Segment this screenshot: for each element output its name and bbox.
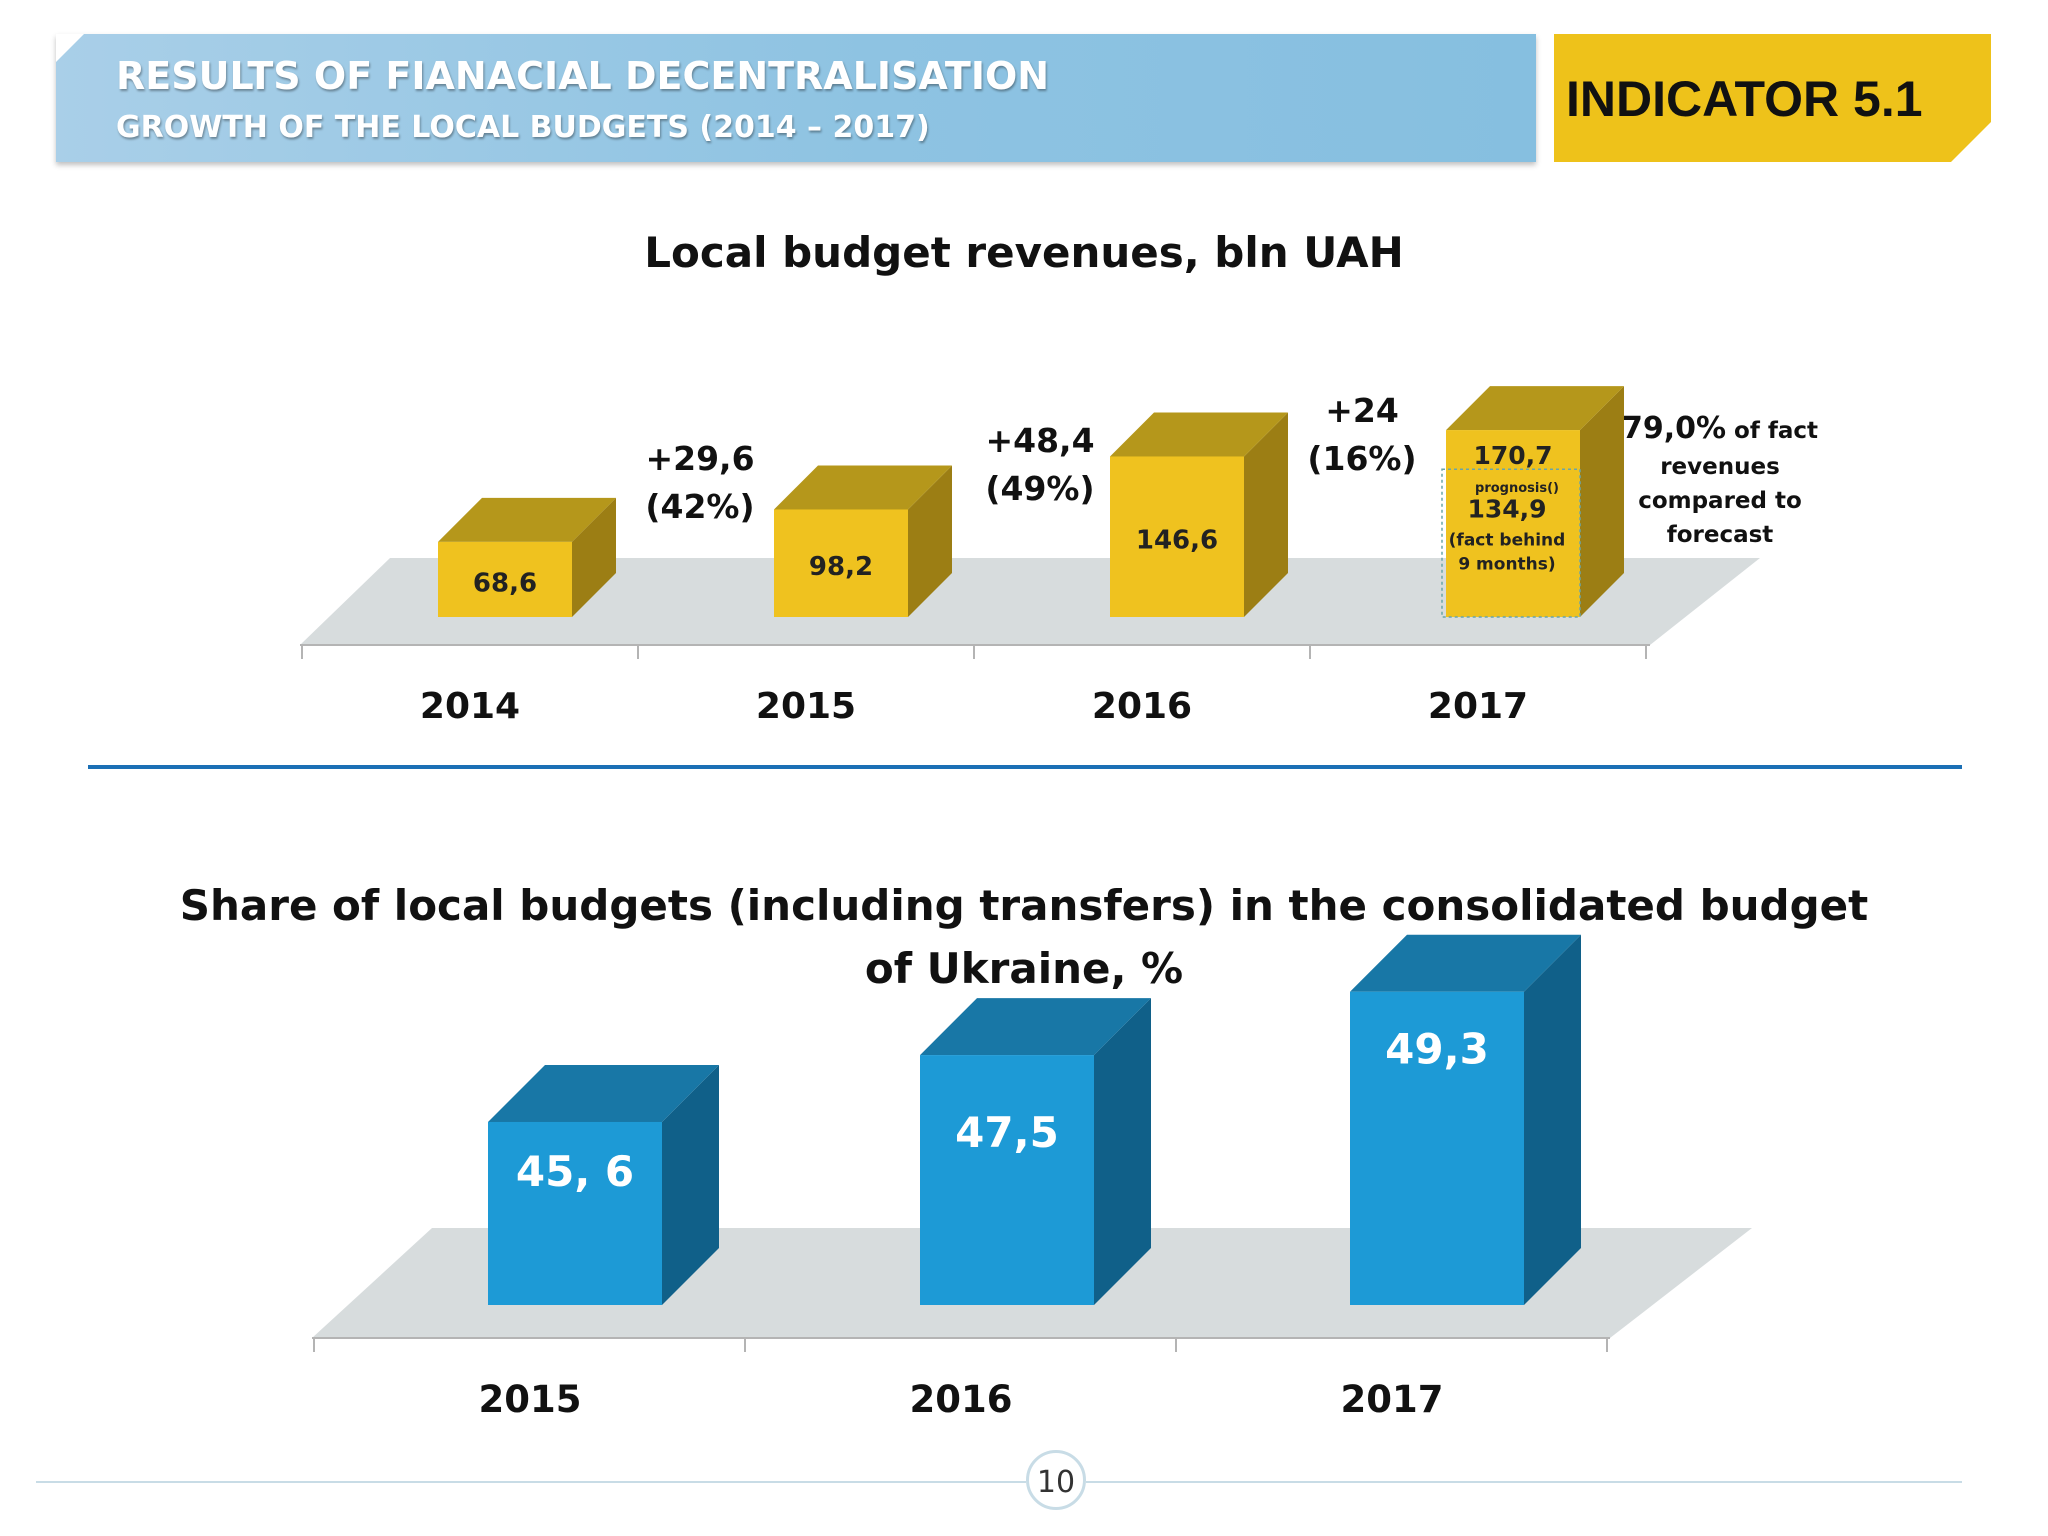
- chart1-partial-label: 134,9: [1467, 494, 1546, 523]
- footer-line-left: [36, 1481, 1026, 1483]
- chart1-partial-outline: [1441, 468, 1581, 618]
- footer-line-right: [1086, 1481, 1962, 1483]
- chart1-bar-2017-side: [1580, 386, 1624, 617]
- chart1-side-note-line: revenues: [1660, 454, 1780, 480]
- chart1-growth-delta: +29,6: [645, 439, 754, 478]
- chart2-bar-2015-side: [662, 1064, 719, 1305]
- chart2-bar-2017-front: [1350, 991, 1524, 1305]
- slide-title: RESULTS OF FIANACIAL DECENTRALISATION: [116, 54, 1050, 98]
- header-banner: RESULTS OF FIANACIAL DECENTRALISATION GR…: [56, 34, 1536, 162]
- chart1-prognosis-note: prognosis(): [1475, 481, 1559, 496]
- chart1-tick-label-2016: 2016: [1092, 686, 1192, 727]
- chart1-tick-label-2017: 2017: [1428, 686, 1528, 727]
- chart1-side-note-line: compared to: [1638, 488, 1802, 514]
- indicator-page-fold: [1951, 122, 1991, 162]
- chart1-growth-pct: (16%): [1307, 439, 1416, 478]
- chart1-data-label-2015: 98,2: [809, 552, 873, 582]
- header-corner-notch: [56, 34, 84, 62]
- chart1-bar-2016-side: [1244, 412, 1288, 617]
- chart2-bar-2015-top: [488, 1064, 719, 1122]
- chart1-bar-2017-top: [1446, 386, 1624, 431]
- chart1-floor: [300, 558, 1760, 645]
- chart2-bar-2017-top: [1350, 934, 1581, 992]
- chart1-bar-2016-front: [1110, 456, 1244, 617]
- chart1-bar-2016-top: [1110, 412, 1288, 457]
- chart2-data-label-2016: 47,5: [955, 1108, 1059, 1157]
- chart1-growth-delta: +24: [1325, 391, 1399, 430]
- chart1-side-note-value: 79,0%: [1622, 411, 1726, 446]
- chart2-tick-label-2016: 2016: [910, 1378, 1013, 1421]
- slide-subtitle: GROWTH OF THE LOCAL BUDGETS (2014 – 2017…: [116, 110, 930, 145]
- chart2-data-label-2015: 45, 6: [516, 1147, 634, 1196]
- chart1-bar-2014-front: [438, 541, 572, 617]
- indicator-label: INDICATOR 5.1: [1566, 71, 1923, 127]
- chart1-tick-label-2014: 2014: [420, 686, 520, 727]
- chart2-title-line-1: Share of local budgets (including transf…: [179, 881, 1869, 930]
- chart1-bar-2015-top: [774, 465, 952, 510]
- indicator-badge: INDICATOR 5.1: [1554, 34, 1991, 162]
- chart1-data-label-2016: 146,6: [1136, 526, 1218, 556]
- chart1-tick-label-2015: 2015: [756, 686, 856, 727]
- chart1-bar-2017-front: [1446, 430, 1580, 617]
- chart2-tick-label-2015: 2015: [479, 1378, 582, 1421]
- chart1-growth-pct: (42%): [645, 487, 754, 526]
- chart1-data-label-2017: 170,7: [1473, 441, 1552, 470]
- chart1-partial-note: 9 months): [1458, 554, 1555, 574]
- chart2-data-label-2017: 49,3: [1385, 1025, 1489, 1074]
- chart1-bar-2014-top: [438, 497, 616, 542]
- chart2-title: Share of local budgets (including transf…: [0, 874, 2048, 1000]
- revenue-chart: 2014 68,6 2015 98,2 2016 146,6 2017 170,7 progno…: [300, 386, 1818, 727]
- chart1-growth-pct: (49%): [985, 469, 1094, 508]
- chart1-growth-delta: +48,4: [985, 421, 1094, 460]
- chart1-bar-2015-front: [774, 509, 908, 617]
- chart1-data-label-2014: 68,6: [473, 568, 537, 598]
- chart2-bar-2016-front: [920, 1055, 1094, 1305]
- chart1-bar-2015-side: [908, 465, 952, 617]
- chart1-side-note-first-line: 79,0% of fact: [1622, 411, 1818, 446]
- chart2-bar-2016-side: [1094, 998, 1151, 1305]
- section-divider: [88, 765, 1962, 769]
- chart1-partial-note: (fact behind: [1449, 530, 1566, 550]
- chart2-title-line-2: of Ukraine, %: [864, 944, 1184, 993]
- chart2-bar-2015-front: [488, 1121, 662, 1305]
- chart2-bar-2017-side: [1524, 934, 1581, 1305]
- page-number: 10: [1026, 1450, 1086, 1510]
- chart1-bar-2014-side: [572, 497, 616, 617]
- chart1-side-note-text: of fact: [1726, 418, 1818, 444]
- chart1-title: Local budget revenues, bln UAH: [644, 228, 1404, 277]
- chart2-bar-2016-top: [920, 998, 1151, 1056]
- chart1-side-note-line: forecast: [1667, 522, 1774, 548]
- chart2-tick-label-2017: 2017: [1341, 1378, 1444, 1421]
